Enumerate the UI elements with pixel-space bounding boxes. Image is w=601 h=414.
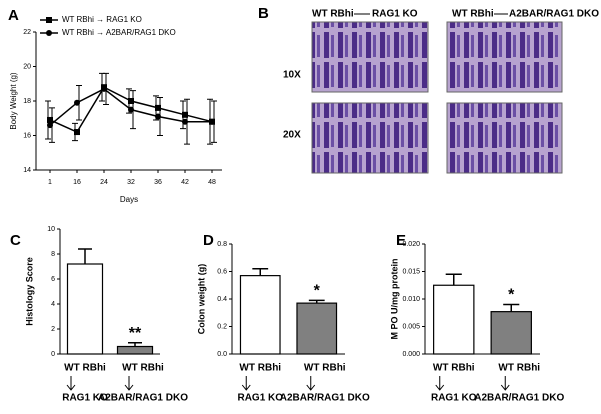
legend-label: WT RBhi → A2BAR/RAG1 DKO: [62, 28, 176, 37]
donor-label: WT RBhi: [498, 363, 540, 374]
row-label: 20X: [283, 130, 301, 141]
data-point: [155, 113, 161, 120]
y-tick-label: 14: [23, 167, 31, 174]
x-tick-label: 24: [100, 179, 108, 186]
category-label: RAG1 KO: [431, 393, 477, 404]
y-tick-label: 18: [23, 98, 31, 105]
category-label: A2BAR/RAG1 DKO: [98, 393, 188, 404]
y-axis-label: M PO U/mg protein: [389, 259, 399, 340]
panel-letter: E: [396, 232, 406, 249]
error-bar: [445, 273, 462, 286]
column-donor: WT RBhi: [452, 9, 494, 20]
data-point: [209, 118, 215, 125]
significance: **: [129, 325, 142, 342]
donor-label: WT RBhi: [122, 363, 164, 374]
histology-image: [446, 21, 563, 93]
x-tick-label: 36: [154, 179, 162, 186]
donor-label: WT RBhi: [239, 363, 281, 374]
bar: [239, 275, 281, 355]
category-label: A2BAR/RAG1 DKO: [474, 393, 564, 404]
data-point: [155, 104, 161, 111]
legend-marker: [46, 30, 52, 36]
y-tick-label: 6: [51, 276, 55, 283]
data-point: [47, 122, 53, 129]
donor-label: WT RBhi: [433, 363, 475, 374]
y-tick-label: 0.010: [402, 296, 420, 303]
x-tick-label: 1: [48, 179, 52, 186]
arrow: [435, 376, 445, 391]
y-tick-label: 20: [23, 63, 31, 70]
x-tick-label: 32: [127, 179, 135, 186]
significance: *: [508, 287, 515, 304]
significance: *: [314, 283, 321, 300]
legend-marker: [46, 17, 52, 23]
data-point: [47, 116, 53, 123]
legend-label: WT RBhi → RAG1 KO: [62, 15, 142, 24]
donor-label: WT RBhi: [304, 363, 346, 374]
y-tick-label: 0.020: [402, 241, 420, 248]
y-tick-label: 8: [51, 251, 55, 258]
data-point: [182, 111, 188, 118]
y-axis-label: Body Weight (g): [9, 72, 18, 130]
error-bar: [128, 342, 142, 347]
bar: [66, 263, 104, 355]
y-tick-label: 0.6: [217, 268, 227, 275]
arrow: [66, 376, 76, 391]
data-point: [74, 129, 80, 136]
histology-image: [446, 102, 563, 174]
error-bar: [78, 248, 92, 264]
error-bar: [252, 268, 269, 276]
y-tick-label: 0.000: [402, 351, 420, 358]
bar: [490, 311, 532, 355]
bar: [116, 345, 154, 355]
x-axis-label: Days: [120, 195, 138, 204]
y-tick-label: 0.4: [217, 296, 227, 303]
donor-label: WT RBhi: [64, 363, 106, 374]
data-point: [101, 85, 107, 92]
panel-letter: B: [258, 5, 269, 22]
column-label: RAG1 KO: [372, 9, 418, 20]
x-tick-label: 42: [181, 179, 189, 186]
arrow: [124, 376, 134, 391]
category-label: RAG1 KO: [237, 393, 283, 404]
row-label: 10X: [283, 70, 301, 81]
data-point: [128, 98, 134, 104]
y-axis-label: Colon weight (g): [196, 264, 206, 334]
category-label: RAG1 KO: [62, 393, 108, 404]
panel-letter: A: [8, 7, 19, 24]
y-tick-label: 2: [51, 326, 55, 333]
y-tick-label: 4: [51, 301, 55, 308]
y-tick-label: 0.005: [402, 323, 420, 330]
column-donor: WT RBhi: [312, 9, 354, 20]
y-tick-label: 10: [47, 226, 55, 233]
y-tick-label: 22: [23, 29, 31, 36]
histology-image: [311, 21, 429, 93]
panel-letter: C: [10, 232, 21, 249]
data-point: [128, 106, 134, 113]
y-axis-label: Histology Score: [24, 257, 34, 326]
y-tick-label: 0: [51, 351, 55, 358]
arrow: [306, 376, 316, 391]
bar: [433, 284, 475, 355]
arrow: [500, 376, 510, 391]
data-point: [182, 118, 188, 125]
y-tick-label: 0.015: [402, 268, 420, 275]
category-label: A2BAR/RAG1 DKO: [280, 393, 370, 404]
y-tick-label: 0.8: [217, 241, 227, 248]
y-tick-label: 16: [23, 132, 31, 139]
x-tick-label: 48: [208, 179, 216, 186]
error-bar: [503, 303, 520, 312]
bar: [296, 302, 338, 355]
arrow: [241, 376, 251, 391]
histology-image: [311, 102, 429, 174]
panel-letter: D: [203, 232, 214, 249]
x-tick-label: 16: [73, 179, 81, 186]
column-label: A2BAR/RAG1 DKO: [509, 9, 599, 20]
y-tick-label: 0.2: [217, 323, 227, 330]
y-tick-label: 0.0: [217, 351, 227, 358]
data-point: [74, 99, 80, 106]
